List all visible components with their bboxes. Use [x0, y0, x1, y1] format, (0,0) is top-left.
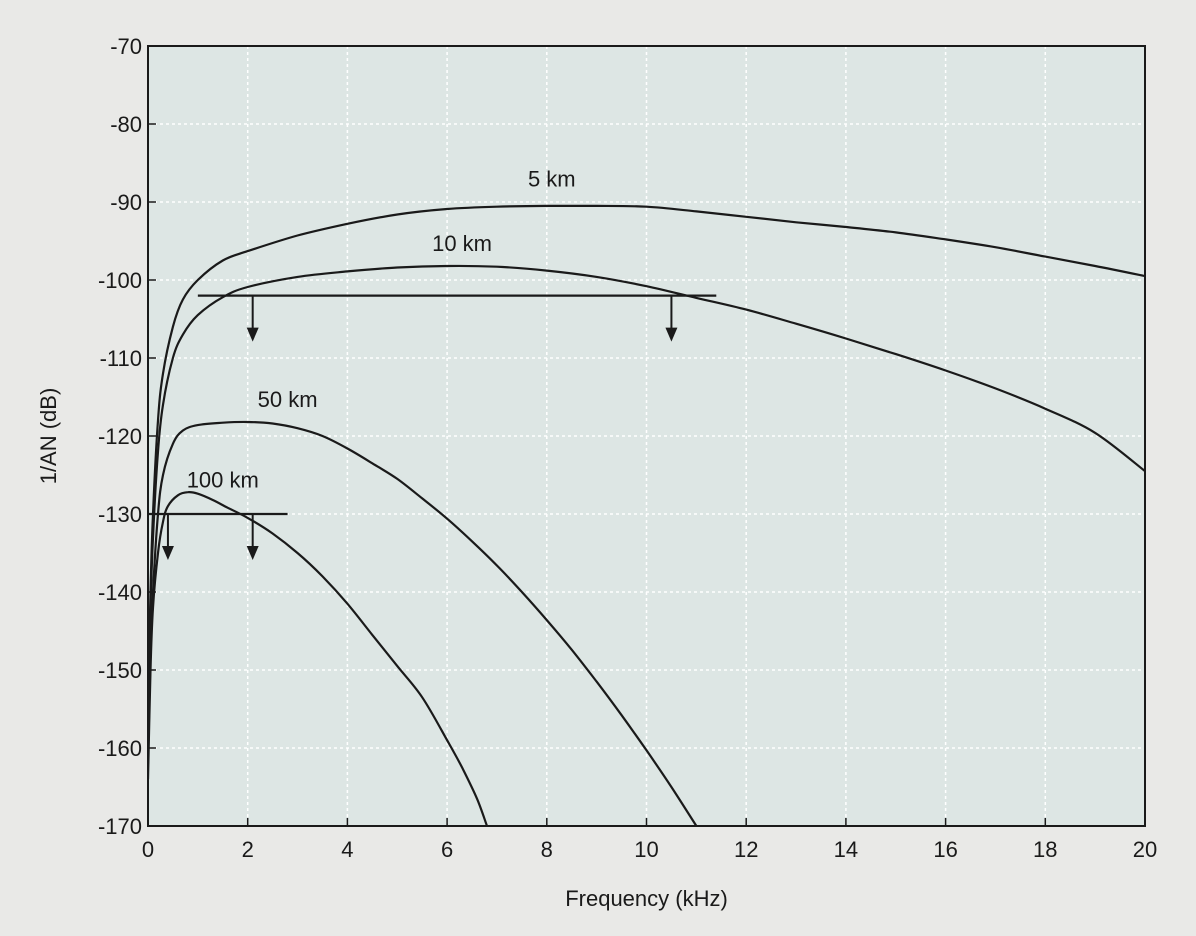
- series-label-3: 100 km: [187, 467, 259, 492]
- x-tick-label: 18: [1033, 837, 1057, 862]
- y-axis-ticks: -70 -80 -90 -100 -110 -120 -130 -140 -150 -160 -17…: [98, 34, 156, 839]
- y-tick-label: -90: [110, 190, 142, 215]
- x-tick-label: 10: [634, 837, 658, 862]
- y-tick-label: -140: [98, 580, 142, 605]
- x-tick-label: 8: [541, 837, 553, 862]
- threshold-lines: [148, 294, 717, 560]
- series-line-1: [148, 264, 1145, 717]
- grid: [148, 46, 1145, 826]
- series-label-1: 10 km: [432, 231, 492, 256]
- x-tick-label: 2: [242, 837, 254, 862]
- y-tick-label: -160: [98, 736, 142, 761]
- y-tick-label: -150: [98, 658, 142, 683]
- threshold-arrow-head: [665, 327, 678, 342]
- y-tick-label: -70: [110, 34, 142, 59]
- x-tick-label: 6: [441, 837, 453, 862]
- y-axis-title: 1/AN (dB): [36, 388, 61, 485]
- series-label-0: 5 km: [528, 166, 576, 191]
- x-tick-label: 12: [734, 837, 758, 862]
- x-tick-label: 16: [933, 837, 957, 862]
- y-tick-label: -100: [98, 268, 142, 293]
- threshold-arrow-head: [246, 546, 259, 560]
- threshold-arrow-head: [246, 327, 259, 342]
- series-line-2: [148, 420, 698, 827]
- series-line-0: [148, 204, 1145, 710]
- x-tick-label: 20: [1133, 837, 1157, 862]
- threshold-arrow-head: [161, 546, 174, 560]
- y-tick-label: -110: [100, 346, 142, 371]
- series-lines: [148, 204, 1145, 827]
- x-tick-label: 0: [142, 837, 154, 862]
- series-line-3: [148, 491, 489, 827]
- x-axis-ticks: 0 2 4 6 8 10 12 14 16 18 20: [142, 818, 1157, 862]
- x-axis-title: Frequency (kHz): [565, 886, 728, 911]
- y-tick-label: -130: [98, 502, 142, 527]
- series-label-2: 50 km: [258, 387, 318, 412]
- y-tick-label: -120: [98, 424, 142, 449]
- x-tick-label: 14: [834, 837, 858, 862]
- y-tick-label: -170: [98, 814, 142, 839]
- x-tick-label: 4: [341, 837, 353, 862]
- series-labels: 5 km 10 km 50 km 100 km: [187, 166, 576, 492]
- y-tick-label: -80: [110, 112, 142, 137]
